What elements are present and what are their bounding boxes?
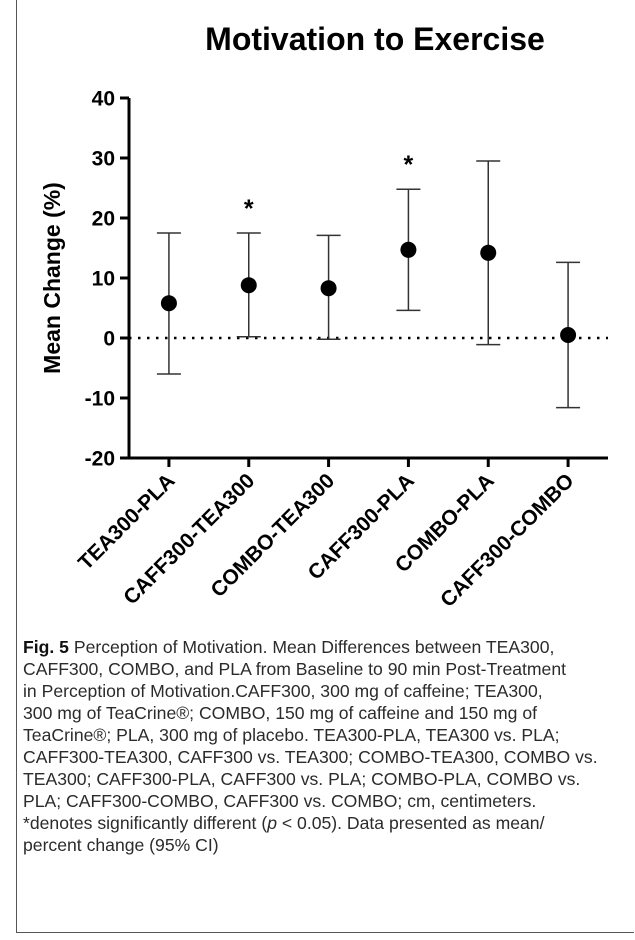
y-axis-label: Mean Change (%) bbox=[39, 182, 65, 374]
figure-caption: Fig. 5 Perception of Motivation. Mean Di… bbox=[23, 636, 623, 856]
caption-line: CAFF300, COMBO, and PLA from Baseline to… bbox=[23, 659, 567, 679]
y-tick-label: 0 bbox=[103, 328, 115, 351]
data-point-group bbox=[156, 232, 181, 375]
data-point-group: * bbox=[236, 195, 261, 338]
y-tick-label: 20 bbox=[92, 208, 115, 231]
figure-border bbox=[16, 0, 634, 933]
x-tick-label: CAFF300-COMBO bbox=[436, 469, 578, 611]
caption-line: Fig. 5 Perception of Motivation. Mean Di… bbox=[23, 636, 623, 658]
data-point-group bbox=[556, 261, 581, 409]
caption-line: percent change (95% CI) bbox=[23, 835, 219, 855]
caption-text: Perception of Motivation. Mean Differenc… bbox=[68, 637, 555, 657]
x-tick-label: CAFF300-TEA300 bbox=[119, 469, 259, 609]
data-point-group bbox=[476, 160, 501, 346]
mean-point bbox=[480, 244, 497, 261]
y-tick-label: 10 bbox=[92, 268, 115, 291]
y-tick-label: -20 bbox=[85, 448, 115, 471]
caption-line: PLA; CAFF300-COMBO, CAFF300 vs. COMBO; c… bbox=[23, 791, 537, 811]
mean-point bbox=[240, 277, 257, 294]
caption-line: TeaCrine®; PLA, 300 mg of placebo. TEA30… bbox=[23, 725, 560, 745]
mean-point bbox=[400, 241, 417, 258]
significance-asterisk: * bbox=[244, 195, 254, 223]
data-point-group bbox=[316, 234, 341, 340]
mean-point bbox=[160, 295, 177, 312]
p-symbol: p bbox=[267, 813, 277, 833]
mean-point bbox=[320, 280, 337, 297]
caption-text: *denotes significantly different ( bbox=[23, 813, 268, 833]
caption-line: in Perception of Motivation.CAFF300, 300… bbox=[23, 681, 543, 701]
caption-text: < 0.05). Data presented as mean/ bbox=[276, 813, 545, 833]
caption-line: TEA300; CAFF300-PLA, CAFF300 vs. PLA; CO… bbox=[23, 769, 581, 789]
x-ticks: TEA300-PLACAFF300-TEA300COMBO-TEA300CAFF… bbox=[74, 458, 579, 612]
data-point-group: * bbox=[396, 151, 421, 312]
y-ticks: -20 -10 0 10 20 30 40 bbox=[85, 88, 129, 471]
caption-label: Fig. 5 bbox=[23, 637, 69, 657]
y-tick-label: -10 bbox=[85, 388, 115, 411]
caption-line: 300 mg of TeaCrine®; COMBO, 150 mg of ca… bbox=[23, 703, 538, 723]
axes bbox=[127, 98, 608, 460]
chart-title: Motivation to Exercise bbox=[205, 21, 545, 57]
y-tick-label: 40 bbox=[92, 88, 115, 111]
significance-asterisk: * bbox=[404, 151, 414, 179]
data-marks: ** bbox=[156, 151, 581, 409]
y-tick-label: 30 bbox=[92, 148, 115, 171]
chart: Motivation to Exercise Mean Change (%) -… bbox=[39, 21, 608, 612]
caption-line: CAFF300-TEA300, CAFF300 vs. TEA300; COMB… bbox=[23, 747, 598, 767]
mean-point bbox=[560, 327, 577, 343]
caption-line: *denotes significantly different (p < 0.… bbox=[23, 812, 623, 834]
